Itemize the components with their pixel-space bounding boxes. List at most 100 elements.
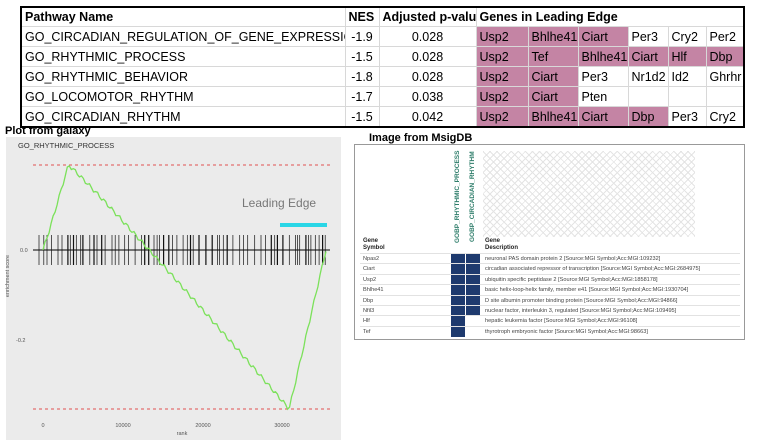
msig-gene-row: Hlf hepatic leukemia factor [Source:MGI S… — [360, 315, 740, 327]
pathway-name-cell: GO_CIRCADIAN_RHYTHM — [21, 106, 346, 128]
msig-membership-cell — [451, 274, 465, 286]
pathway-table: Pathway Name NES Adjusted p-value Genes … — [20, 6, 746, 128]
msig-gene-row: Dbp D site albumin promoter binding prote… — [360, 294, 740, 306]
y-axis-label: enrichment score — [5, 254, 12, 298]
galaxy-plot-title: GO_RHYTHMIC_PROCESS — [18, 141, 115, 150]
gene-cell: Usp2 — [476, 66, 529, 87]
msig-gene-symbol: Bhlhe41 — [363, 287, 384, 294]
nes-cell: -1.8 — [345, 66, 380, 87]
msig-membership-cell — [451, 285, 465, 296]
gene-cell: Cry2 — [706, 106, 745, 128]
msig-gene-row: Nfil3 nuclear factor, interleukin 3, regu… — [360, 305, 740, 317]
pathway-name-cell: GO_RHYTHMIC_PROCESS — [21, 46, 346, 67]
msig-col-circadian-rhythm: GOBP_CIRCADIAN_RHYTHM — [469, 151, 476, 242]
msigdb-image: GOBP_RHYTHMIC_PROCESS GOBP_CIRCADIAN_RHY… — [354, 144, 745, 340]
msig-membership-cell — [466, 264, 480, 275]
col-header-genes: Genes in Leading Edge — [476, 7, 745, 27]
msig-gene-symbol: Npas2 — [363, 256, 380, 262]
col-header-pathway: Pathway Name — [21, 7, 346, 27]
gene-cell: Bhlhe41 — [528, 106, 579, 128]
msig-gene-row: Bhlhe41 basic helix-loop-helix family, me… — [360, 284, 740, 296]
msig-gene-row: Ciart circadian associated repressor of t… — [360, 263, 740, 275]
x-axis-label: rank — [177, 431, 188, 437]
msig-gene-symbol: Nfil3 — [363, 308, 375, 314]
gene-hit-barcode — [38, 235, 326, 265]
msig-membership-cell — [466, 274, 480, 286]
msig-gene-symbol: Tef — [363, 328, 371, 335]
gene-cell: Dbp — [628, 106, 669, 128]
x-tick-10000: 10000 — [115, 423, 130, 429]
leading-edge-bar — [280, 223, 327, 227]
leading-edge-label: Leading Edge — [242, 196, 317, 210]
col-header-nes: NES — [345, 7, 380, 27]
y-tick-0: 0.0 — [20, 248, 28, 254]
msig-gene-description: thyrotroph embryonic factor [Source:MGI … — [485, 328, 648, 335]
msig-membership-cell — [451, 306, 465, 317]
x-tick-30000: 30000 — [274, 423, 289, 429]
msig-membership-cell — [466, 254, 480, 265]
msig-membership-cell — [466, 306, 480, 317]
gene-cell — [706, 86, 745, 107]
gene-cell: Per2 — [706, 26, 745, 47]
gene-cell: Per3 — [628, 26, 669, 47]
padj-cell: 0.042 — [379, 106, 477, 128]
gene-cell: Hlf — [668, 46, 707, 67]
gene-cell — [668, 86, 707, 107]
gene-cell: Pten — [578, 86, 629, 107]
pathway-name-cell: GO_LOCOMOTOR_RHYTHM — [21, 86, 346, 107]
x-tick-0: 0 — [41, 423, 44, 429]
galaxy-plot-svg: 0 10000 20000 30000 rank 0.0 -0.2 — [16, 164, 330, 437]
msig-membership-cell — [466, 285, 480, 296]
msig-gene-description: hepatic leukemia factor [Source:MGI Symb… — [485, 318, 638, 325]
msig-head-symbol: Gene Symbol — [363, 238, 385, 251]
enrichment-curve — [42, 165, 327, 411]
table-header-row: Pathway Name NES Adjusted p-value Genes … — [21, 7, 745, 27]
table-row: GO_LOCOMOTOR_RHYTHM -1.7 0.038 Usp2 Ciart Pte… — [21, 86, 745, 107]
gene-cell — [628, 86, 669, 107]
pathway-name-cell: GO_CIRCADIAN_REGULATION_OF_GENE_EXPRESSI… — [21, 26, 346, 47]
galaxy-plot: 0 10000 20000 30000 rank 0.0 -0.2 GO_RHY… — [5, 137, 341, 440]
msig-gene-description: circadian associated repressor of transc… — [485, 266, 701, 273]
gene-cell: Per3 — [668, 106, 707, 128]
table-row: GO_CIRCADIAN_REGULATION_OF_GENE_EXPRESSI… — [21, 26, 745, 47]
msig-membership-cell — [451, 295, 465, 306]
nes-cell: -1.5 — [345, 106, 380, 128]
msig-membership-cell — [466, 327, 480, 337]
msig-head-description: Gene Description — [485, 238, 519, 251]
gene-cell: Ciart — [628, 46, 669, 67]
col-header-padj: Adjusted p-value — [379, 7, 477, 27]
gene-cell: Bhlhe41 — [578, 46, 629, 67]
msig-membership-cell — [466, 295, 480, 306]
gene-cell: Usp2 — [476, 106, 529, 128]
gene-cell: Cry2 — [668, 26, 707, 47]
nes-cell: -1.5 — [345, 46, 380, 67]
y-tick-neg02: -0.2 — [16, 338, 25, 344]
nes-cell: -1.9 — [345, 26, 380, 47]
gene-cell: Usp2 — [476, 86, 529, 107]
pathway-name-cell: GO_RHYTHMIC_BEHAVIOR — [21, 66, 346, 87]
gene-cell: Tef — [528, 46, 579, 67]
msig-gene-row: Npas2 neuronal PAS domain protein 2 [Sour… — [360, 253, 740, 265]
table-row: GO_RHYTHMIC_PROCESS -1.5 0.028 Usp2 Tef Bhlhe… — [21, 46, 745, 67]
msig-membership-cell — [451, 326, 465, 338]
gene-cell: Bhlhe41 — [528, 26, 579, 47]
galaxy-section-title: Plot from galaxy — [5, 125, 91, 137]
msig-col-rhythmic-process: GOBP_RHYTHMIC_PROCESS — [454, 151, 461, 244]
msig-gene-symbol: Ciart — [363, 266, 375, 273]
nes-cell: -1.7 — [345, 86, 380, 107]
gene-cell: Usp2 — [476, 46, 529, 67]
msig-gene-symbol: Hlf — [363, 318, 370, 325]
gene-cell: Ciart — [528, 86, 579, 107]
gene-cell: Ciart — [578, 106, 629, 128]
msig-gene-row: Tef thyrotroph embryonic factor [Source:M… — [360, 325, 740, 338]
gene-cell: Per3 — [578, 66, 629, 87]
gene-cell: Ciart — [528, 66, 579, 87]
msig-gene-description: D site albumin promoter binding protein … — [485, 297, 678, 304]
msig-gene-symbol: Usp2 — [363, 276, 377, 283]
gene-cell: Ghrhr — [706, 66, 745, 87]
msig-gene-description: nuclear factor, interleukin 3, regulated… — [485, 308, 677, 314]
padj-cell: 0.028 — [379, 66, 477, 87]
padj-cell: 0.028 — [379, 46, 477, 67]
gene-cell: Dbp — [706, 46, 745, 67]
gene-cell: Usp2 — [476, 26, 529, 47]
